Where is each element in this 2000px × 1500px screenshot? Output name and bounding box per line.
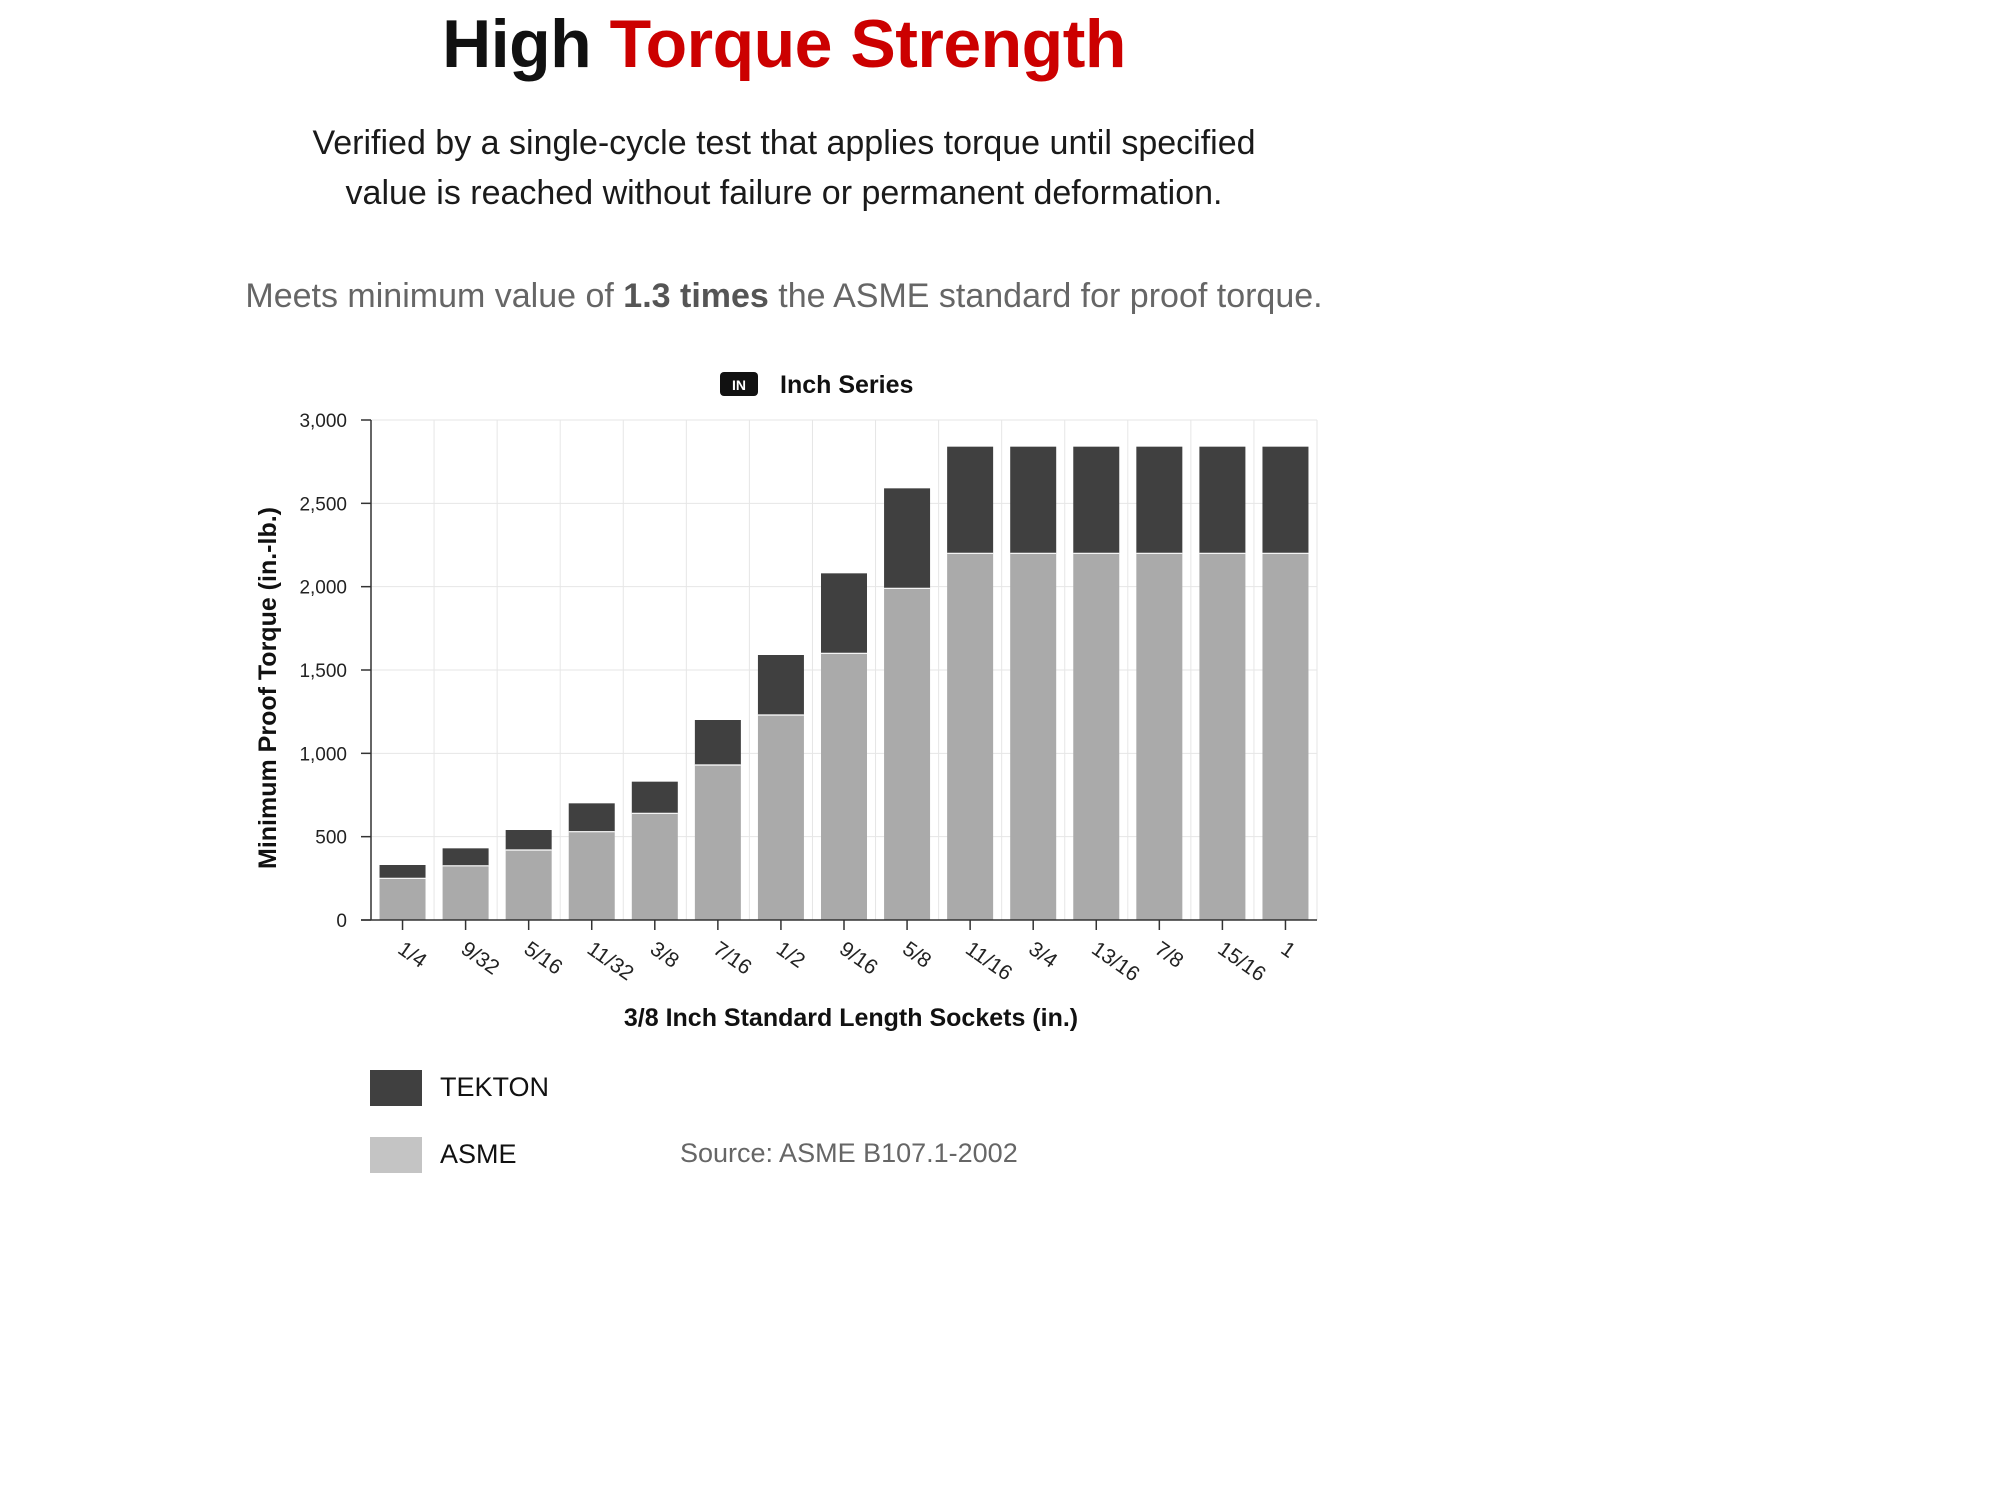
bar-asme [442, 865, 489, 920]
x-tick-label: 9/32 [457, 937, 504, 979]
x-tick-label: 1/4 [394, 937, 431, 973]
y-axis-label: Minimum Proof Torque (in.-lb.) [254, 507, 282, 869]
y-tick-label: 2,500 [299, 494, 347, 515]
bar-asme [1136, 553, 1183, 920]
bar-tekton [442, 848, 489, 866]
bar-asme [505, 850, 552, 920]
bar-tekton [821, 573, 867, 654]
bar-tekton [1262, 446, 1309, 554]
x-tick-label: 15/16 [1214, 937, 1270, 986]
title-part-1: High [442, 6, 592, 82]
bar-asme [1073, 553, 1120, 920]
bar-asme [947, 553, 994, 920]
subtitle: Verified by a single-cycle test that app… [240, 118, 1328, 218]
y-tick-label: 2,000 [299, 578, 347, 599]
inch-badge [720, 372, 758, 396]
bar-asme [694, 765, 741, 920]
note-text-bold: 1.3 times [623, 277, 769, 315]
bar-asme [631, 813, 678, 920]
bar-tekton [568, 803, 615, 832]
x-tick-label: 3/8 [646, 937, 683, 973]
bar-tekton [947, 446, 994, 554]
x-tick-label: 5/8 [898, 937, 935, 973]
y-tick-label: 1,000 [299, 744, 347, 765]
y-tick-label: 3,000 [299, 411, 347, 432]
bar-asme [568, 831, 615, 920]
subtitle-line-1: Verified by a single-cycle test that app… [312, 124, 1256, 162]
subtitle-line-2: value is reached without failure or perm… [345, 174, 1223, 212]
bar-tekton [1136, 446, 1183, 554]
bar-asme [1199, 553, 1246, 920]
bar-tekton [1199, 446, 1246, 554]
x-tick-label: 3/4 [1024, 937, 1061, 973]
bar-tekton [1010, 446, 1057, 554]
page-title: High Torque Strength [0, 2, 1568, 86]
bars [379, 446, 1309, 920]
x-tick-label: 9/16 [835, 937, 882, 979]
legend-label-tekton: TEKTON [440, 1072, 550, 1102]
note-text-after: the ASME standard for proof torque. [778, 277, 1323, 315]
asme-note: Meets minimum value of 1.3 times the ASM… [0, 273, 1568, 319]
bar-asme [757, 715, 804, 920]
y-tick-label: 500 [315, 828, 347, 849]
x-tick-label: 11/32 [583, 937, 638, 985]
legend-swatch-tekton [370, 1070, 422, 1106]
x-tick-label: 7/16 [709, 937, 756, 979]
x-tick-label: 1/2 [772, 937, 809, 973]
x-tick-label: 11/16 [961, 937, 1016, 985]
source-note: Source: ASME B107.1-2002 [680, 1138, 1018, 1168]
legend-swatch-asme [370, 1137, 422, 1173]
bar-tekton [631, 781, 678, 814]
chart-title: Inch Series [780, 371, 913, 399]
bar-asme [1262, 553, 1309, 920]
bar-tekton [694, 720, 741, 765]
bar-chart: IN Inch Series 0 500 1,000 1,500 2,000 2,500 3… [254, 371, 1318, 1032]
x-tick-label: 5/16 [520, 937, 567, 979]
bar-asme [1010, 553, 1057, 920]
legend-label-asme: ASME [440, 1139, 517, 1169]
inch-badge-label: IN [732, 377, 746, 393]
title-part-2: Torque Strength [609, 6, 1127, 82]
bar-tekton [884, 488, 931, 589]
x-tick-label: 1 [1277, 937, 1300, 963]
bar-tekton [505, 830, 552, 850]
x-tick-label: 13/16 [1087, 937, 1143, 986]
bar-tekton [1073, 446, 1120, 554]
note-text-before: Meets minimum value of [245, 277, 614, 315]
x-axis-label: 3/8 Inch Standard Length Sockets (in.) [624, 1004, 1078, 1032]
bar-asme [379, 878, 426, 920]
y-tick-label: 0 [336, 911, 347, 932]
bar-asme [884, 588, 931, 920]
chart-heading: IN Inch Series [720, 371, 913, 399]
bar-tekton [757, 655, 804, 715]
bar-tekton [379, 865, 426, 879]
x-tick-label: 7/8 [1150, 937, 1187, 973]
bar-asme [821, 653, 867, 920]
y-tick-label: 1,500 [299, 661, 347, 682]
